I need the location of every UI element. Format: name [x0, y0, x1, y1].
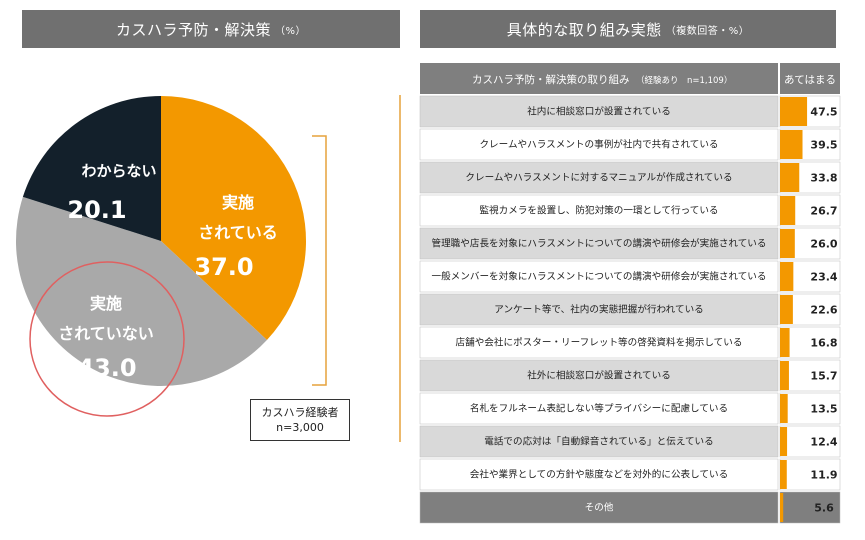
bar-value-label: 22.6: [810, 304, 837, 317]
pie-slice: [22, 96, 162, 241]
category-label: 管理職や店長を対象にハラスメントについての講演や研修会が実施されている: [431, 238, 766, 250]
table-row-label-cell: [419, 491, 779, 524]
category-label: その他: [585, 502, 614, 514]
table-row-label-cell: [419, 161, 779, 194]
table-title-unit: （複数回答・%）: [665, 25, 750, 37]
category-label: 社外に相談窓口が設置されている: [527, 370, 671, 382]
pie-slice-label: 実施: [222, 193, 254, 212]
bar: [780, 163, 800, 192]
bar: [780, 130, 803, 159]
bar-value-label: 13.5: [810, 403, 837, 416]
table-header-sub: （経験あり n=1,109）: [636, 75, 732, 86]
bar: [780, 493, 784, 522]
bar-table-chart: カスハラ予防・解決策の取り組み （経験あり n=1,109） あてはまる社内に相談窓…: [419, 63, 841, 524]
bar: [780, 229, 795, 258]
bar: [780, 196, 796, 225]
table-row-label-cell: [419, 227, 779, 260]
right-panel-title: 具体的な取り組み実態 （複数回答・%）: [420, 10, 836, 48]
table-header-cell: [780, 63, 840, 94]
bar-value-label: 47.5: [810, 106, 837, 119]
category-label: 電話での応対は「自動録音されている」と伝えている: [484, 436, 713, 448]
bar-value-label: 12.4: [810, 436, 837, 449]
bar: [780, 328, 790, 357]
bar-value-label: 39.5: [810, 139, 837, 152]
table-header-cell: [420, 63, 778, 94]
category-label: 名札をフルネーム表記しない等プライバシーに配慮している: [470, 403, 728, 415]
bar: [780, 361, 789, 390]
bar-value-label: 5.6: [814, 502, 834, 515]
pie-slice-label: されている: [198, 223, 278, 242]
table-title: 具体的な取り組み実態: [506, 20, 662, 39]
bar: [780, 460, 787, 489]
bar: [780, 394, 788, 423]
bar: [780, 97, 808, 126]
bar-value-label: 16.8: [810, 337, 837, 350]
table-row-value-cell: [779, 491, 841, 524]
table-row-label-cell: [419, 260, 779, 293]
pie-slice-label: わからない: [81, 162, 156, 180]
category-label: 一般メンバーを対象にハラスメントについての講演や研修会が実施されている: [431, 271, 766, 283]
table-row-value-cell: [779, 359, 841, 392]
table-header-label: カスハラ予防・解決策の取り組み: [472, 73, 630, 86]
bar-value-label: 15.7: [810, 370, 837, 383]
pie-title: カスハラ予防・解決策: [115, 20, 271, 39]
category-label: 監視カメラを設置し、防犯対策の一環として行っている: [479, 205, 718, 217]
bar: [780, 295, 793, 324]
table-row-label-cell: [419, 194, 779, 227]
sample-note-label: カスハラ経験者: [261, 406, 339, 419]
bar: [780, 427, 788, 456]
bar-value-label: 26.0: [810, 238, 837, 251]
table-row-label-cell: [419, 128, 779, 161]
table-row-label-cell: [419, 293, 779, 326]
sample-size-label: n=3,000: [276, 421, 324, 434]
sample-note-box: カスハラ経験者 n=3,000: [250, 399, 350, 441]
category-label: アンケート等で、社内の実態把握が行われている: [494, 304, 704, 316]
bracket-connector: [312, 95, 401, 442]
table-header-value: あてはまる: [784, 74, 836, 86]
pie-slice-value: 20.1: [67, 196, 126, 224]
table-row-value-cell: [779, 425, 841, 458]
pie-slice: [15, 196, 267, 386]
table-row-label-cell: [419, 95, 779, 128]
table-row-label-cell: [419, 425, 779, 458]
highlight-circle: [29, 261, 185, 417]
bar: [780, 262, 794, 291]
bar-value-label: 33.8: [810, 172, 837, 185]
bracket-line: [312, 135, 327, 386]
table-row-label-cell: [419, 458, 779, 491]
pie-title-unit: （%）: [275, 25, 307, 37]
category-label: クレームやハラスメントに対するマニュアルが作成されている: [465, 172, 732, 184]
table-row-label-cell: [419, 359, 779, 392]
pie-slice-value: 37.0: [194, 253, 253, 281]
pie-slice-label: されていない: [58, 324, 154, 343]
category-label: クレームやハラスメントの事例が社内で共有されている: [479, 139, 718, 151]
category-label: 社内に相談窓口が設置されている: [527, 106, 671, 118]
left-panel-title: カスハラ予防・解決策 （%）: [22, 10, 400, 48]
bar-value-label: 26.7: [810, 205, 837, 218]
category-label: 会社や業界としての方針や態度などを対外的に公表している: [470, 469, 728, 481]
bar-value-label: 11.9: [810, 469, 837, 482]
pie-slice: [161, 96, 306, 341]
table-row-label-cell: [419, 326, 779, 359]
pie-slice-label: 実施: [90, 294, 122, 313]
category-label: 店舗や会社にポスター・リーフレット等の啓発資料を掲示している: [456, 337, 743, 349]
table-row-label-cell: [419, 392, 779, 425]
pie-slice-value: 43.0: [77, 354, 136, 382]
table-row-value-cell: [779, 326, 841, 359]
bar-value-label: 23.4: [810, 271, 837, 284]
table-row-value-cell: [779, 392, 841, 425]
